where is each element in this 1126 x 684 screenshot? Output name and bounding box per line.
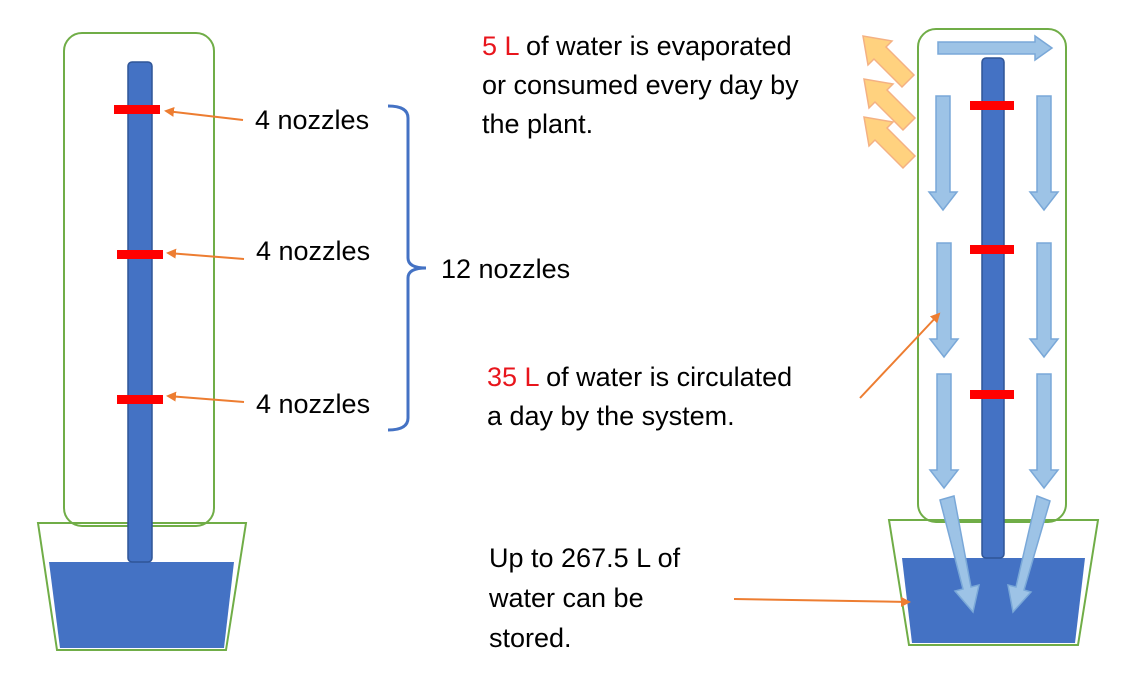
right-nozzle-2 — [970, 245, 1014, 254]
nozzle-label-1: 4 nozzles — [255, 105, 369, 135]
nozzle-pointer-arrow-1 — [164, 106, 244, 121]
flow-arrow-down-right-2 — [1028, 242, 1060, 359]
flow-arrow-into-reservoir-left — [939, 495, 980, 614]
circulation-line-1-rest: of water is circulated — [539, 362, 793, 392]
right-nozzle-1 — [970, 101, 1014, 110]
evaporation-line-2: or consumed every day by — [482, 70, 799, 100]
left-nozzle-3 — [117, 395, 163, 404]
circulation-line-2: a day by the system. — [487, 401, 735, 431]
circulation-amount: 35 L — [487, 362, 540, 392]
right-nozzle-3 — [970, 390, 1014, 399]
left-reservoir-water — [49, 562, 234, 648]
storage-pointer-arrow — [733, 596, 911, 607]
nozzle-pointer-arrow-3 — [166, 391, 245, 403]
storage-line-3: stored. — [489, 623, 572, 653]
flow-arrow-down-left-2 — [928, 242, 960, 359]
flow-arrow-down-left-1 — [927, 95, 959, 212]
evaporation-text: 5 L of water is evaporated or consumed e… — [482, 31, 799, 139]
flow-arrow-down-right-1 — [1028, 95, 1060, 212]
storage-line-2: water can be — [488, 583, 644, 613]
evaporation-arrow-3 — [863, 116, 917, 170]
storage-text: Up to 267.5 L of water can be stored. — [488, 543, 681, 653]
left-pipe — [127, 61, 153, 563]
nozzle-label-2: 4 nozzles — [256, 236, 370, 266]
nozzle-pointer-arrow-2 — [166, 248, 245, 260]
evaporation-arrow-1 — [862, 35, 916, 89]
circulation-line-1: 35 L of water is circulated — [487, 362, 792, 392]
evaporation-arrow-2 — [863, 78, 917, 132]
left-nozzle-2 — [117, 250, 163, 259]
evaporation-line-3: the plant. — [482, 109, 593, 139]
nozzle-total-bracket — [387, 104, 427, 432]
right-reservoir-water — [902, 558, 1085, 643]
circulation-pointer-arrow — [859, 312, 941, 399]
evaporation-line-1-rest: of water is evaporated — [519, 31, 792, 61]
flow-arrow-into-reservoir-right — [1007, 494, 1051, 614]
nozzle-label-3: 4 nozzles — [256, 389, 370, 419]
evaporation-line-1: 5 L of water is evaporated — [482, 31, 792, 61]
storage-line-1: Up to 267.5 L of — [489, 543, 681, 573]
circulation-text: 35 L of water is circulated a day by the… — [487, 362, 792, 431]
right-tower — [733, 28, 1100, 646]
right-pipe — [981, 57, 1005, 559]
flow-arrow-top — [937, 34, 1054, 62]
left-tower: 4 nozzles 4 nozzles 4 nozzles 12 nozzles — [36, 32, 570, 651]
flow-arrow-down-right-3 — [1028, 373, 1060, 490]
nozzle-total-label: 12 nozzles — [441, 254, 570, 284]
flow-arrow-down-left-3 — [928, 373, 960, 490]
evaporation-amount: 5 L — [482, 31, 520, 61]
left-reservoir-outline — [36, 522, 248, 651]
left-nozzle-1 — [114, 105, 160, 114]
